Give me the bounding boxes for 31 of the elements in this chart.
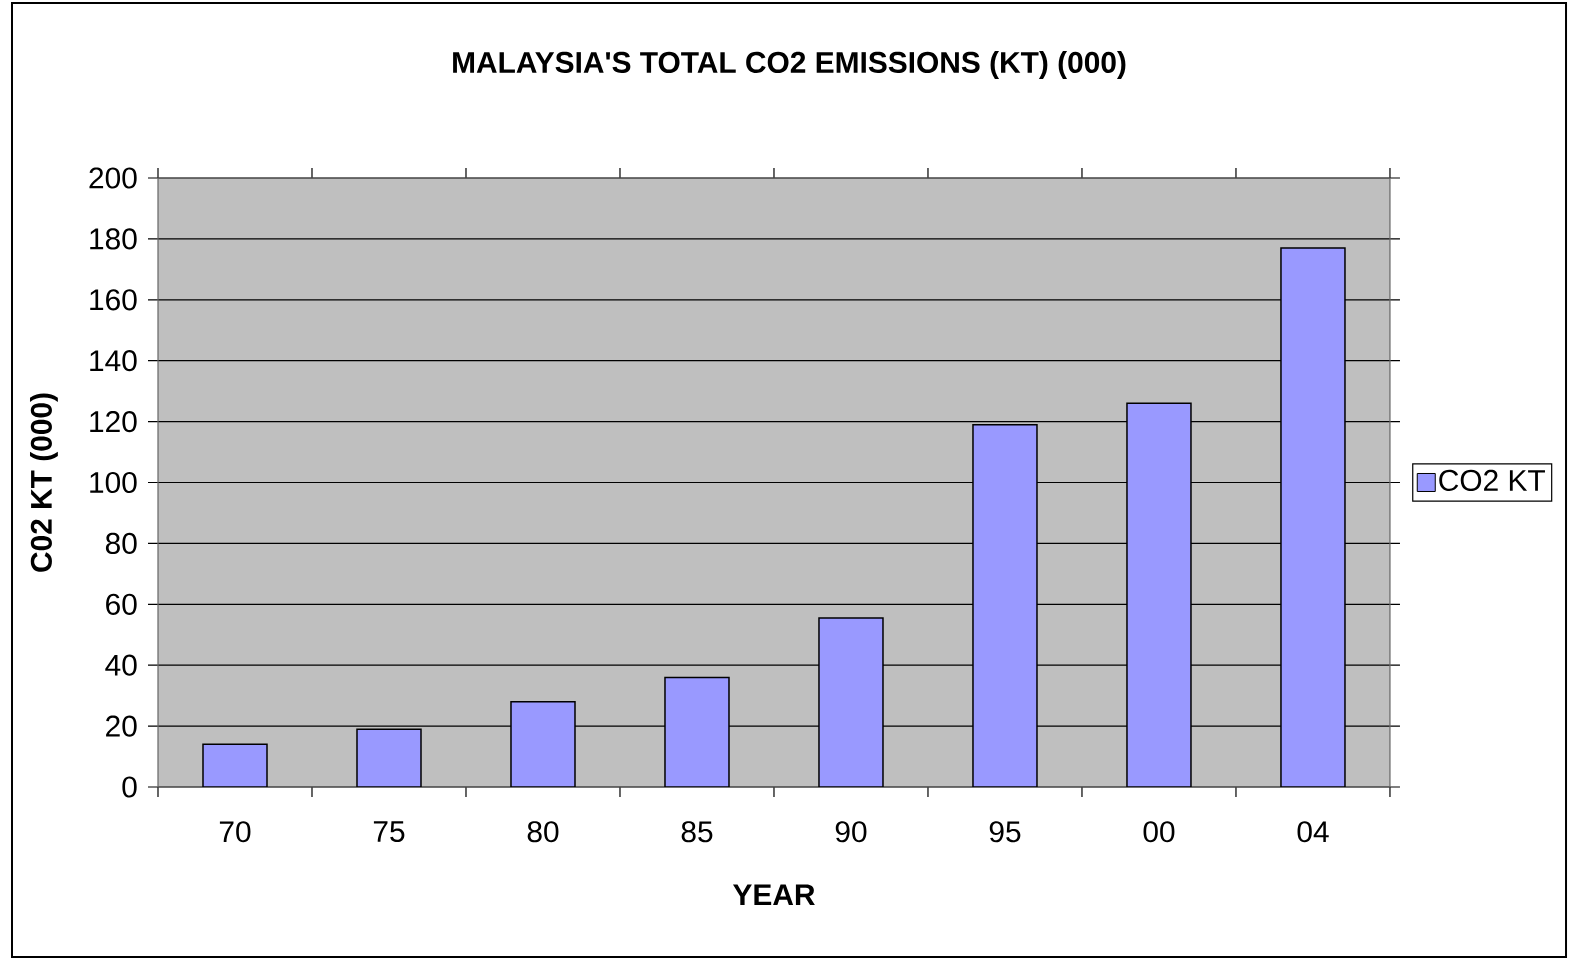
y-tick-label: 120 [90,411,137,433]
y-tick-label: 40 [105,654,137,676]
x-tick-label: 90 [835,821,867,843]
bar [972,423,1038,787]
x-tick-label: 95 [989,821,1021,843]
legend-label: CO2 KT [1439,469,1545,491]
x-tick-label: 80 [527,821,559,843]
chart-title: MALAYSIA'S TOTAL CO2 EMISSIONS (KT) (000) [453,51,1126,79]
bar [356,728,422,787]
y-tick-label: 20 [106,715,137,737]
bar [1126,402,1192,787]
bar [664,676,730,787]
bar [510,700,576,787]
y-tick-label: 180 [90,228,137,250]
x-tick-label: 00 [1143,821,1175,843]
bar [202,743,268,787]
y-tick-label: 160 [90,289,137,311]
bar [818,617,884,787]
y-tick-label: 0 [122,776,137,798]
y-tick-label: 60 [106,593,137,615]
y-axis-title: C02 KT (000) [29,393,58,572]
x-tick-label: 75 [373,821,405,843]
x-tick-label: 85 [681,821,713,843]
y-tick-label: 80 [105,532,137,554]
x-tick-label: 04 [1297,821,1329,843]
x-axis-title: YEAR [732,884,815,906]
y-tick-label: 200 [89,167,137,189]
y-tick-label: 140 [90,350,137,372]
y-tick-label: 100 [90,471,137,494]
x-tick-label: 70 [219,821,251,843]
bar [1280,247,1346,787]
